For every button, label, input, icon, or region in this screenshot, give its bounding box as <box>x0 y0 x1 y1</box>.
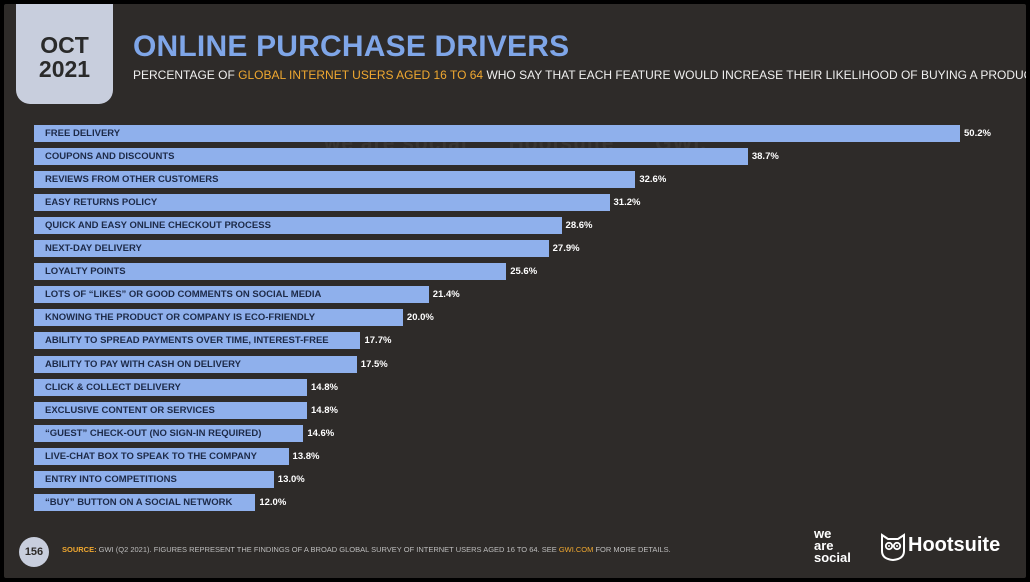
category-label: FREE DELIVERY <box>45 128 121 139</box>
value-label: 38.7% <box>751 151 779 163</box>
category-label: COUPONS AND DISCOUNTS <box>45 151 175 163</box>
value-label: 17.7% <box>364 335 392 347</box>
bar <box>34 148 748 166</box>
value-label: 31.2% <box>613 197 641 209</box>
bar <box>34 194 610 212</box>
category-label: ABILITY TO SPREAD PAYMENTS OVER TIME, IN… <box>45 335 329 347</box>
bar-chart: FREE DELIVERY 50.2% COUPONS AND DISCOUNTS 3… <box>4 4 1026 578</box>
hootsuite-logo-text: Hootsuite <box>908 534 1001 556</box>
value-label: 27.9% <box>552 243 580 255</box>
source-text: GWI (Q2 2021). FIGURES REPRESENT THE FIN… <box>96 545 559 554</box>
value-label: 14.8% <box>311 381 338 393</box>
source-note: SOURCE: GWI (Q2 2021). FIGURES REPRESENT… <box>62 545 671 554</box>
category-label: LOTS OF “LIKES” OR GOOD COMMENTS ON SOCI… <box>45 289 322 301</box>
category-label: ENTRY INTO COMPETITIONS <box>45 473 177 485</box>
subtitle-highlight: GLOBAL INTERNET USERS AGED 16 TO 64 <box>238 68 484 82</box>
value-label: 13.0% <box>277 473 305 485</box>
logo-we: we <box>814 526 832 541</box>
category-label: KNOWING THE PRODUCT OR COMPANY IS ECO-FR… <box>45 312 316 324</box>
bar <box>34 171 636 189</box>
bar <box>34 263 507 281</box>
bar <box>34 286 429 304</box>
logo-social: social <box>814 550 851 565</box>
date-year: 2021 <box>38 56 91 82</box>
date-month: OCT <box>40 32 89 58</box>
category-label: EASY RETURNS POLICY <box>45 197 158 209</box>
value-label: 28.6% <box>565 220 593 232</box>
bar <box>34 378 307 396</box>
bar <box>34 125 960 142</box>
source-link[interactable]: GWI.COM <box>558 545 594 554</box>
chart-subtitle: PERCENTAGE OF GLOBAL INTERNET USERS AGED… <box>133 68 1026 82</box>
category-label: “GUEST” CHECK-OUT (NO SIGN-IN REQUIRED) <box>45 427 262 439</box>
bar <box>34 217 562 235</box>
category-label: LIVE-CHAT BOX TO SPEAK TO THE COMPANY <box>45 450 258 462</box>
category-label: CLICK & COLLECT DELIVERY <box>45 381 181 393</box>
bar <box>34 240 549 258</box>
subtitle-part-2: WHO SAY THAT EACH FEATURE WOULD INCREASE… <box>483 68 1026 82</box>
date-badge: OCT 2021 <box>16 4 113 104</box>
value-label: 21.4% <box>432 289 460 301</box>
bar <box>34 424 304 442</box>
value-label: 14.8% <box>311 404 338 416</box>
value-label: 25.6% <box>510 266 538 278</box>
value-label: 17.5% <box>360 358 388 370</box>
value-label: 20.0% <box>406 312 434 324</box>
page-number: 156 <box>19 537 49 567</box>
value-label: 12.0% <box>259 496 287 508</box>
bar <box>34 493 256 511</box>
chart-title: ONLINE PURCHASE DRIVERS <box>133 30 570 63</box>
bar <box>34 401 307 419</box>
bar <box>34 355 357 373</box>
slide: OCT 2021 ONLINE PURCHASE DRIVERS PERCENT… <box>4 4 1026 578</box>
value-label: 32.6% <box>639 174 667 186</box>
hootsuite-owl-icon <box>881 533 905 561</box>
subtitle-part-1: PERCENTAGE OF <box>133 68 239 82</box>
value-label: 50.2% <box>964 128 991 139</box>
source-end: FOR MORE DETAILS. <box>593 545 671 554</box>
value-label: 13.8% <box>292 450 320 462</box>
we-are-social-logo: we are social <box>814 526 851 565</box>
logo-are: are <box>814 538 834 553</box>
category-label: EXCLUSIVE CONTENT OR SERVICES <box>45 404 215 416</box>
source-label: SOURCE: <box>62 545 97 554</box>
category-label: “BUY” BUTTON ON A SOCIAL NETWORK <box>45 496 233 508</box>
bar <box>34 447 289 465</box>
category-label: QUICK AND EASY ONLINE CHECKOUT PROCESS <box>45 220 271 232</box>
category-label: NEXT-DAY DELIVERY <box>45 243 142 255</box>
bar <box>34 470 274 488</box>
category-label: ABILITY TO PAY WITH CASH ON DELIVERY <box>45 358 242 370</box>
value-label: 14.6% <box>307 427 335 439</box>
category-label: REVIEWS FROM OTHER CUSTOMERS <box>45 174 219 186</box>
bar <box>34 332 361 350</box>
bar <box>34 309 403 327</box>
category-label: LOYALTY POINTS <box>45 266 126 278</box>
